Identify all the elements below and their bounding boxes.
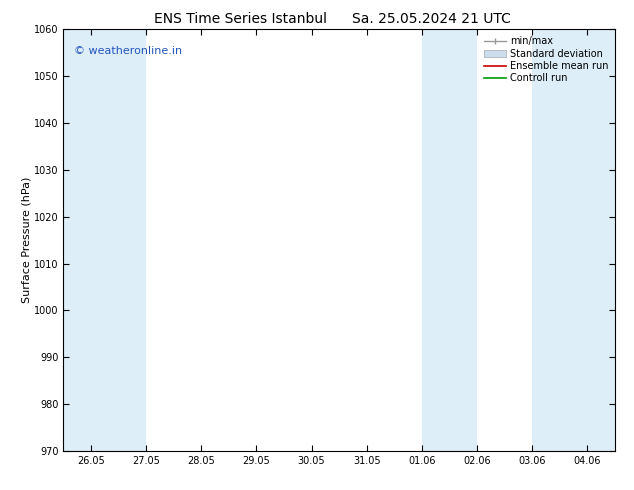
Y-axis label: Surface Pressure (hPa): Surface Pressure (hPa): [21, 177, 31, 303]
Bar: [533, 29, 615, 451]
Text: ENS Time Series Istanbul: ENS Time Series Istanbul: [155, 12, 327, 26]
Text: © weatheronline.in: © weatheronline.in: [74, 46, 183, 56]
Bar: [422, 29, 477, 451]
Bar: [63, 29, 146, 451]
Legend: min/max, Standard deviation, Ensemble mean run, Controll run: min/max, Standard deviation, Ensemble me…: [482, 34, 610, 85]
Text: Sa. 25.05.2024 21 UTC: Sa. 25.05.2024 21 UTC: [352, 12, 510, 26]
